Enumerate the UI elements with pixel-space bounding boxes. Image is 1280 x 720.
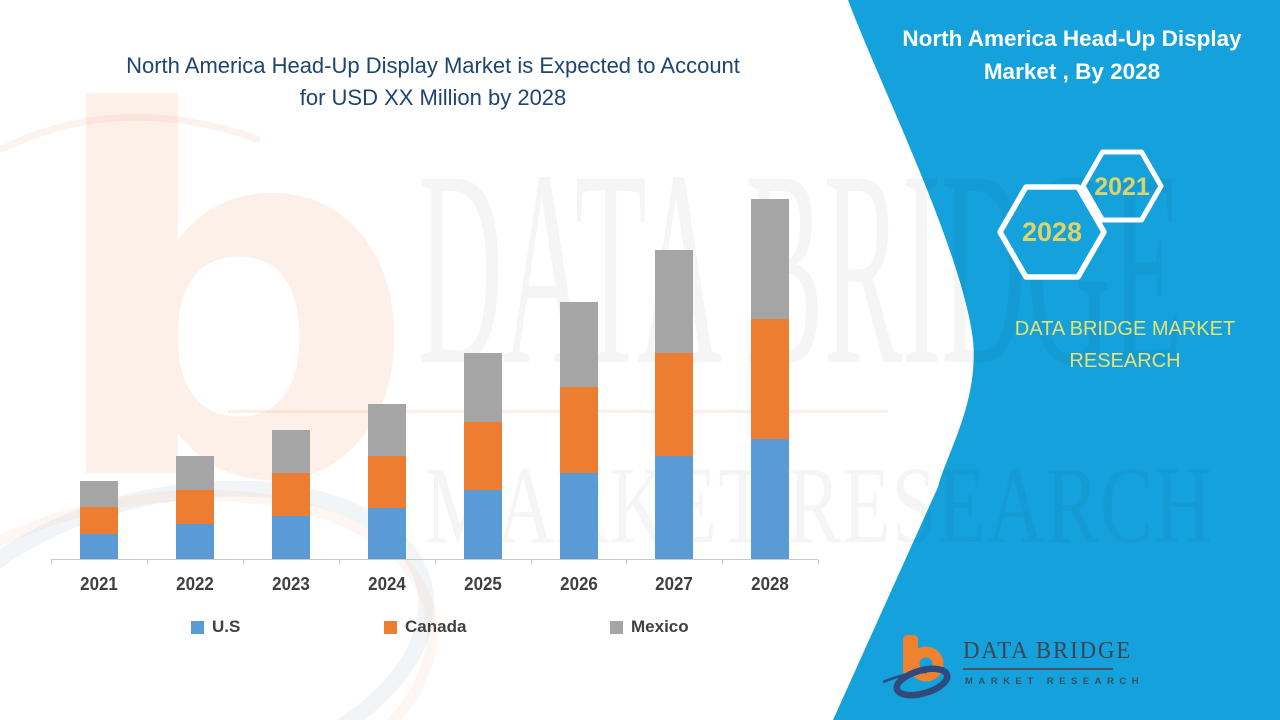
panel-title-line2: Market , By 2028 — [983, 59, 1161, 84]
bar-Canada-2021 — [80, 507, 118, 534]
x-axis-tick — [338, 560, 340, 564]
databridge-logo-mark-icon — [882, 635, 951, 699]
logo-divider — [963, 668, 1113, 670]
x-axis-label-2022: 2022 — [176, 574, 214, 594]
bar-Mexico-2023 — [271, 430, 310, 473]
x-axis-label-2025: 2025 — [463, 574, 502, 594]
legend-item-mexico: Mexico — [610, 617, 689, 637]
legend-label-canada: Canada — [405, 617, 467, 636]
legend-item-us: U.S — [191, 617, 240, 637]
logo-tagline: MARKET RESEARCH — [965, 676, 1145, 687]
badge-2028-label: 2028 — [1022, 217, 1082, 247]
bar-US-2027 — [655, 456, 694, 559]
bar-Mexico-2026 — [559, 302, 598, 387]
x-axis-tick — [434, 560, 436, 564]
year-badges: 2021 2028 — [997, 149, 1164, 280]
legend-label-us: U.S — [212, 617, 241, 636]
x-axis-label-2023: 2023 — [271, 574, 310, 594]
legend-swatch-us — [191, 620, 204, 634]
chart-title-line1: North America Head-Up Display Market is … — [126, 53, 740, 78]
bar-Canada-2028 — [751, 319, 790, 439]
hexagon-badge-2021: 2021 — [1080, 149, 1164, 223]
legend-swatch-canada — [384, 620, 397, 634]
x-axis-label-2026: 2026 — [559, 574, 598, 594]
bar-Mexico-2028 — [751, 199, 790, 319]
bar-Mexico-2021 — [80, 481, 118, 507]
bar-Canada-2026 — [559, 387, 598, 473]
x-axis-tick — [626, 560, 628, 564]
bar-US-2025 — [463, 490, 502, 559]
legend-label-mexico: Mexico — [631, 617, 689, 636]
watermark-b-logo-icon: b — [42, 9, 418, 591]
bar-Canada-2027 — [655, 353, 694, 456]
bar-US-2026 — [559, 473, 598, 559]
x-axis-tick — [722, 560, 724, 564]
x-axis-line — [51, 559, 818, 560]
panel-title: North America Head-Up Display Market , B… — [882, 22, 1262, 88]
chart-legend: U.S Canada Mexico — [0, 617, 860, 641]
bar-US-2021 — [80, 534, 118, 559]
databridge-logo: DATA BRIDGE MARKET RESEARCH — [882, 628, 1139, 708]
bar-US-2024 — [367, 508, 406, 559]
watermark-line — [228, 410, 888, 413]
x-axis-label-2024: 2024 — [367, 574, 406, 594]
bar-US-2022 — [175, 524, 214, 559]
panel-brand-text: DATA BRIDGE MARKET RESEARCH — [960, 313, 1280, 377]
panel-brand-line1: DATA BRIDGE MARKET — [1014, 318, 1236, 340]
badge-2021-label: 2021 — [1094, 173, 1150, 201]
chart-title-line2: for USD XX Million by 2028 — [299, 85, 567, 110]
x-axis-tick — [530, 560, 532, 564]
panel-brand-line2: RESEARCH — [1069, 350, 1181, 372]
x-axis-tick — [146, 560, 148, 564]
bar-Canada-2023 — [271, 473, 310, 516]
x-axis-tick — [51, 560, 52, 564]
bar-Mexico-2025 — [463, 353, 502, 422]
bar-Canada-2022 — [175, 490, 214, 524]
hexagon-badge-2028: 2028 — [997, 184, 1107, 280]
bar-Canada-2025 — [463, 422, 502, 490]
x-axis-label-2021: 2021 — [80, 574, 118, 594]
bar-Mexico-2022 — [175, 456, 214, 490]
legend-swatch-mexico — [610, 620, 623, 634]
watermark-text-marketresearch: MARKET RESEARCH — [425, 444, 1214, 566]
x-axis-tick — [818, 560, 820, 564]
x-axis-label-2027: 2027 — [655, 574, 694, 594]
legend-item-canada: Canada — [384, 617, 466, 637]
panel-title-line1: North America Head-Up Display — [902, 26, 1242, 51]
logo-name: DATA BRIDGE — [963, 638, 1133, 664]
chart-title: North America Head-Up Display Market is … — [48, 50, 818, 114]
bar-Mexico-2027 — [655, 250, 694, 353]
bar-US-2023 — [271, 516, 310, 559]
x-axis-label-2028: 2028 — [751, 574, 790, 594]
bar-Canada-2024 — [367, 456, 406, 508]
x-axis-tick — [242, 560, 244, 564]
bar-Mexico-2024 — [367, 404, 406, 456]
bar-US-2028 — [751, 439, 790, 559]
